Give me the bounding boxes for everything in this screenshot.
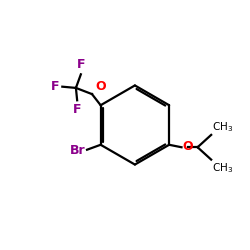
Text: CH$_3$: CH$_3$ (212, 120, 234, 134)
Text: F: F (51, 80, 59, 93)
Text: O: O (95, 80, 106, 93)
Text: F: F (73, 103, 82, 116)
Text: O: O (183, 140, 193, 153)
Text: CH$_3$: CH$_3$ (212, 161, 234, 175)
Text: Br: Br (70, 144, 85, 158)
Text: F: F (76, 58, 85, 71)
